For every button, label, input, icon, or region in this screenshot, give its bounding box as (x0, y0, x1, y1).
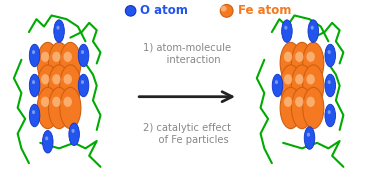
Ellipse shape (284, 74, 292, 84)
Ellipse shape (284, 26, 287, 30)
Ellipse shape (311, 26, 314, 30)
Ellipse shape (48, 87, 70, 129)
Ellipse shape (52, 97, 60, 107)
Text: 2) catalytic effect: 2) catalytic effect (143, 123, 231, 133)
Ellipse shape (64, 97, 72, 107)
Text: Fe atom: Fe atom (238, 4, 291, 17)
Ellipse shape (60, 42, 81, 84)
Ellipse shape (41, 97, 50, 107)
Ellipse shape (303, 42, 324, 84)
Ellipse shape (291, 65, 313, 106)
Ellipse shape (303, 65, 324, 106)
Ellipse shape (220, 4, 233, 17)
Ellipse shape (32, 80, 35, 84)
Ellipse shape (54, 20, 64, 42)
Ellipse shape (325, 74, 336, 97)
Ellipse shape (48, 42, 70, 84)
Ellipse shape (275, 80, 278, 84)
Ellipse shape (284, 97, 292, 107)
Ellipse shape (81, 80, 84, 84)
Ellipse shape (307, 74, 315, 84)
Ellipse shape (325, 104, 336, 127)
Ellipse shape (41, 74, 50, 84)
Ellipse shape (282, 20, 292, 42)
Ellipse shape (78, 44, 89, 67)
Ellipse shape (29, 74, 40, 97)
Ellipse shape (64, 74, 72, 84)
Ellipse shape (37, 42, 58, 84)
Text: of Fe particles: of Fe particles (146, 135, 228, 145)
Ellipse shape (328, 50, 331, 54)
Ellipse shape (45, 136, 48, 140)
Ellipse shape (280, 42, 301, 84)
Ellipse shape (272, 74, 283, 97)
Ellipse shape (284, 52, 292, 62)
Ellipse shape (295, 52, 304, 62)
Ellipse shape (29, 44, 40, 67)
Ellipse shape (71, 129, 75, 133)
Ellipse shape (60, 65, 81, 106)
Ellipse shape (32, 110, 35, 114)
Ellipse shape (41, 52, 50, 62)
Ellipse shape (280, 65, 301, 106)
Text: O atom: O atom (140, 4, 188, 17)
Ellipse shape (295, 74, 304, 84)
Ellipse shape (42, 131, 53, 153)
Ellipse shape (48, 65, 70, 106)
Ellipse shape (29, 104, 40, 127)
Text: 1) atom-molecule: 1) atom-molecule (143, 42, 231, 52)
Ellipse shape (308, 20, 319, 42)
Ellipse shape (291, 42, 313, 84)
Ellipse shape (221, 6, 227, 12)
Ellipse shape (307, 133, 310, 137)
Ellipse shape (37, 65, 58, 106)
Ellipse shape (32, 50, 35, 54)
Ellipse shape (303, 87, 324, 129)
Ellipse shape (64, 52, 72, 62)
Ellipse shape (125, 6, 136, 16)
Text: interaction: interaction (154, 55, 220, 65)
Ellipse shape (60, 87, 81, 129)
Ellipse shape (291, 87, 313, 129)
Ellipse shape (328, 110, 331, 114)
Ellipse shape (81, 50, 84, 54)
Ellipse shape (307, 52, 315, 62)
Ellipse shape (56, 26, 60, 30)
Ellipse shape (52, 74, 60, 84)
Ellipse shape (325, 44, 336, 67)
Ellipse shape (37, 87, 58, 129)
Ellipse shape (78, 74, 89, 97)
Ellipse shape (69, 123, 79, 145)
Ellipse shape (307, 97, 315, 107)
Ellipse shape (304, 127, 315, 149)
Ellipse shape (280, 87, 301, 129)
Ellipse shape (328, 80, 331, 84)
Ellipse shape (52, 52, 60, 62)
Ellipse shape (295, 97, 304, 107)
